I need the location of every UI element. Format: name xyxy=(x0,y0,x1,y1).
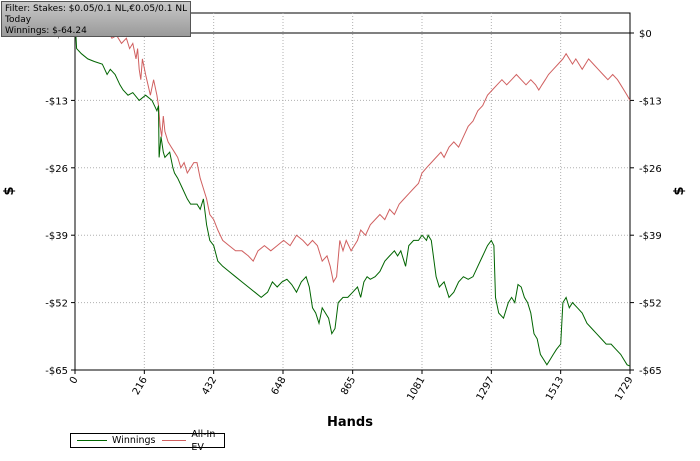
legend-label-allin: All-In EV xyxy=(191,428,216,453)
x-tick-label: 648 xyxy=(270,375,289,397)
filter-info-box: Filter: Stakes: $0.05/0.1 NL,€0.05/0.1 N… xyxy=(1,1,191,37)
x-tick-label: 1729 xyxy=(613,375,635,403)
y-tick-label-right: $0 xyxy=(639,29,652,40)
legend-item-allin: All-In EV xyxy=(161,428,224,454)
filter-text: Filter: Stakes: $0.05/0.1 NL,€0.05/0.1 N… xyxy=(5,4,187,14)
x-axis: 0 216 432 648 865 1081 1297 1513 1729 xyxy=(68,370,636,403)
y-tick-label-left: -$65 xyxy=(45,366,68,377)
winnings-text: Winnings: $-64.24 xyxy=(5,26,87,36)
x-tick-label: 1513 xyxy=(544,375,566,403)
x-tick-label: 432 xyxy=(200,375,219,397)
y-tick-label-right: -$13 xyxy=(639,96,662,107)
y-axis-right: $0 -$13 -$26 -$39 -$52 -$65 xyxy=(630,29,662,377)
x-axis-title: Hands xyxy=(327,415,373,430)
y-axis-title-right: $ xyxy=(672,186,687,195)
x-tick-label: 216 xyxy=(131,375,150,397)
x-tick-label: 865 xyxy=(339,375,358,397)
legend-swatch-winnings xyxy=(77,440,107,441)
x-tick-label: 1081 xyxy=(405,375,427,403)
y-tick-label-right: -$39 xyxy=(639,231,662,242)
y-tick-label-left: -$13 xyxy=(45,96,68,107)
y-axis-left: $0-$13-$26-$39-$52-$65 xyxy=(45,29,75,377)
legend: Winnings All-In EV xyxy=(70,429,225,453)
y-tick-label-left: -$39 xyxy=(45,231,68,242)
legend-label-winnings: Winnings xyxy=(112,435,156,446)
x-tick-label: 0 xyxy=(68,375,81,386)
y-tick-label-left: -$52 xyxy=(45,299,68,310)
series-line-allin xyxy=(74,17,631,284)
y-tick-label-left: -$26 xyxy=(45,164,68,175)
grid xyxy=(75,13,630,370)
legend-swatch-allin xyxy=(161,440,187,441)
legend-item-winnings: Winnings xyxy=(77,434,156,447)
series-group xyxy=(74,17,631,367)
series-line-winnings xyxy=(74,17,631,367)
x-tick-label: 1297 xyxy=(475,375,497,403)
y-tick-label-right: -$52 xyxy=(639,299,662,310)
y-tick-label-right: -$26 xyxy=(639,164,662,175)
y-axis-title-left: $ xyxy=(2,186,17,195)
period-text: Today xyxy=(5,15,32,25)
y-tick-label-right: -$65 xyxy=(639,366,662,377)
